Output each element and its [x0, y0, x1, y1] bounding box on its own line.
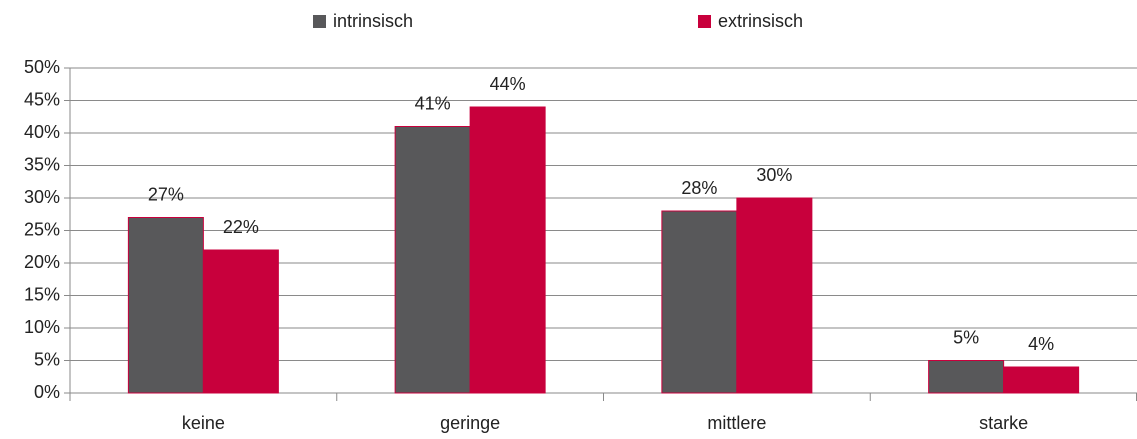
bar	[1003, 366, 1080, 394]
y-tick-label: 40%	[24, 122, 60, 142]
data-label: 22%	[223, 217, 259, 237]
x-tick-label: mittlere	[707, 413, 766, 433]
data-label: 4%	[1028, 334, 1054, 354]
y-tick-label: 45%	[24, 89, 60, 109]
y-tick-label: 5%	[34, 349, 60, 369]
legend-label: extrinsisch	[718, 11, 803, 31]
x-tick-label: keine	[182, 413, 225, 433]
legend-label: intrinsisch	[333, 11, 413, 31]
x-tick-label: starke	[979, 413, 1028, 433]
bar	[127, 217, 204, 394]
bar	[469, 106, 546, 394]
data-label: 44%	[490, 74, 526, 94]
bar	[202, 249, 279, 394]
data-label: 41%	[415, 93, 451, 113]
data-label: 27%	[148, 184, 184, 204]
bar	[661, 210, 738, 394]
legend-swatch	[313, 15, 326, 28]
y-tick-label: 35%	[24, 154, 60, 174]
y-tick-label: 0%	[34, 382, 60, 402]
bar	[736, 197, 813, 394]
x-tick-label: geringe	[440, 413, 500, 433]
data-label: 28%	[681, 178, 717, 198]
bar	[394, 126, 471, 394]
y-tick-label: 30%	[24, 187, 60, 207]
y-tick-label: 15%	[24, 284, 60, 304]
legend-swatch	[698, 15, 711, 28]
data-label: 5%	[953, 327, 979, 347]
y-tick-label: 20%	[24, 252, 60, 272]
y-tick-label: 10%	[24, 317, 60, 337]
y-tick-label: 25%	[24, 219, 60, 239]
y-tick-label: 50%	[24, 57, 60, 77]
bar	[928, 360, 1005, 394]
data-label: 30%	[756, 165, 792, 185]
